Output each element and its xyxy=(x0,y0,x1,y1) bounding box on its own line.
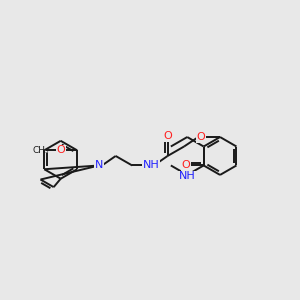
Text: O: O xyxy=(163,131,172,141)
Text: O: O xyxy=(56,145,65,155)
Text: NH: NH xyxy=(179,171,196,182)
Text: N: N xyxy=(95,160,103,170)
Text: O: O xyxy=(197,132,206,142)
Text: CH₃: CH₃ xyxy=(32,146,49,155)
Text: O: O xyxy=(181,160,190,170)
Text: NH: NH xyxy=(143,160,160,170)
